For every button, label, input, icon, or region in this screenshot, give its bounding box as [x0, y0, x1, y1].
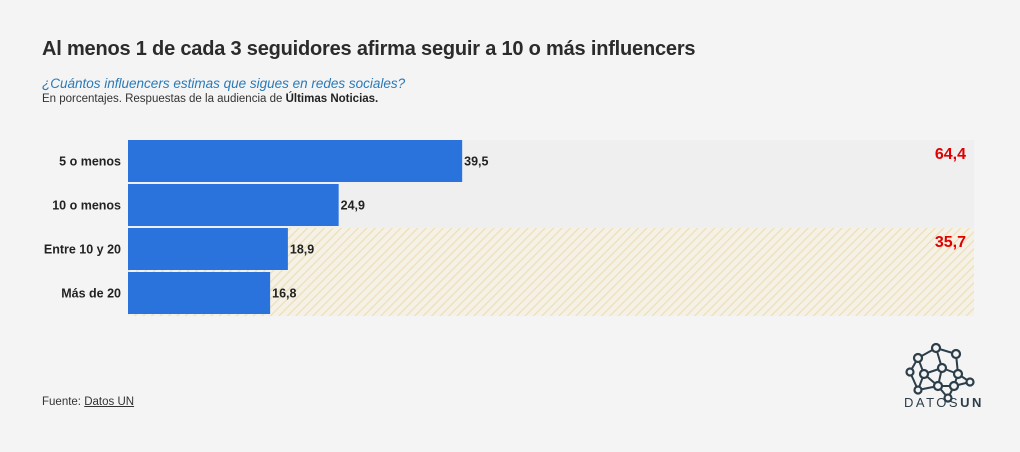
- logo-text-light: DATOS: [904, 395, 961, 410]
- category-label: 10 o menos: [52, 199, 121, 213]
- data-label: 39,5: [464, 155, 488, 169]
- source-label: Fuente:: [42, 396, 85, 408]
- group-total-label: 35,7: [935, 234, 966, 251]
- category-label: 5 o menos: [59, 155, 121, 169]
- data-label: 24,9: [341, 199, 365, 213]
- bar[interactable]: [128, 140, 463, 182]
- bar[interactable]: [128, 272, 271, 314]
- group-total-label: 64,4: [935, 146, 966, 163]
- datos-un-logo-icon: [905, 342, 975, 403]
- data-label: 16,8: [272, 287, 296, 301]
- chart-title: Al menos 1 de cada 3 seguidores afirma s…: [42, 38, 696, 60]
- chart-subtitle: ¿Cuántos influencers estimas que sigues …: [42, 76, 406, 91]
- logo-wordmark: DATOSUN: [904, 395, 984, 410]
- source-link[interactable]: Datos UN: [84, 396, 135, 408]
- data-label: 18,9: [290, 243, 314, 257]
- bar[interactable]: [128, 184, 339, 226]
- category-label: Entre 10 y 20: [44, 243, 121, 257]
- note-source-name: Últimas Noticias.: [285, 93, 379, 105]
- logo-text-bold: UN: [960, 395, 984, 410]
- category-label: Más de 20: [61, 287, 121, 301]
- bar[interactable]: [128, 228, 288, 270]
- note-text: En porcentajes. Respuestas de la audienc…: [42, 93, 286, 105]
- chart-note: En porcentajes. Respuestas de la audienc…: [42, 93, 378, 105]
- source-note: Fuente: Datos UN: [42, 396, 134, 408]
